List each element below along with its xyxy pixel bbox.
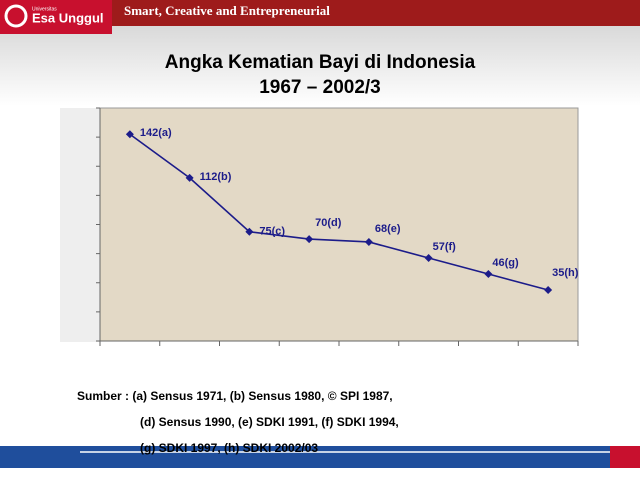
data-label: 112(b)	[200, 171, 232, 183]
series-line	[129, 133, 549, 291]
axis-area	[60, 108, 100, 342]
tagline: Smart, Creative and Entrepreneurial	[124, 3, 330, 18]
data-label: 75(c)	[259, 226, 285, 238]
data-point	[305, 235, 314, 244]
header-shade	[0, 26, 640, 106]
data-point	[245, 227, 254, 236]
data-label: 70(d)	[315, 217, 342, 229]
plot-area	[99, 107, 579, 342]
data-point	[125, 130, 134, 139]
chart-subtitle: 1967 – 2002/3	[259, 77, 381, 98]
source-line: Sumber : (a) Sensus 1971, (b) Sensus 198…	[77, 389, 393, 403]
chart-title: Angka Kematian Bayi di Indonesia	[165, 52, 476, 73]
data-point	[185, 173, 194, 182]
data-label: 57(f)	[433, 241, 457, 253]
source-line: (g) SDKI 1997, (h) SDKI 2002/03	[140, 441, 318, 455]
data-label: 68(e)	[375, 223, 401, 235]
data-label: 35(h)	[552, 267, 579, 279]
data-label: 142(a)	[140, 127, 172, 139]
logo-icon	[4, 4, 28, 28]
data-label: 46(g)	[492, 257, 519, 269]
data-point	[484, 270, 493, 279]
data-point	[364, 237, 373, 246]
data-point	[424, 253, 433, 262]
footer-accent	[610, 446, 640, 468]
logo-small: Universitas	[32, 6, 57, 12]
source-line: (d) Sensus 1990, (e) SDKI 1991, (f) SDKI…	[140, 415, 399, 429]
data-point	[544, 286, 553, 295]
logo-text: Esa Unggul	[32, 10, 104, 25]
